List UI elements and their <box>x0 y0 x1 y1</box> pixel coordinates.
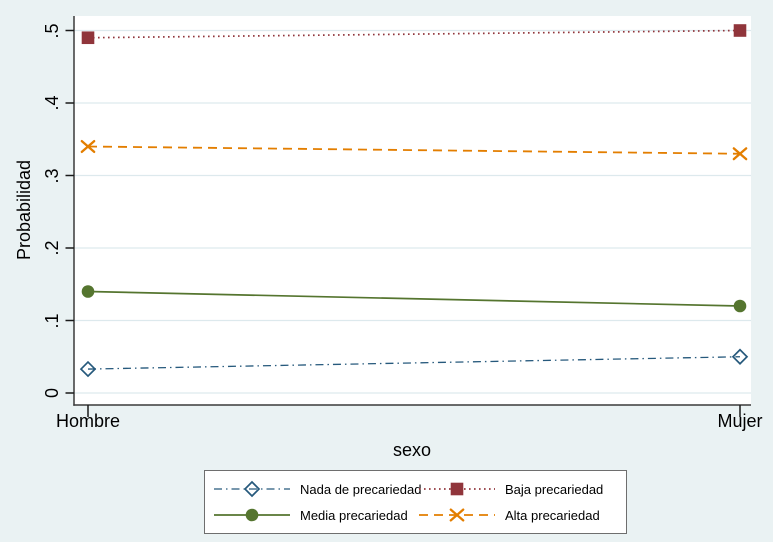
legend-item-baja: Baja precariedad <box>417 478 620 500</box>
x-marker-icon <box>80 139 96 154</box>
y-tick-label: .5 <box>42 22 62 39</box>
legend-sample-alta-line-icon <box>419 508 495 522</box>
series-media-precariedad <box>81 285 747 313</box>
y-tick-label: .2 <box>42 240 62 256</box>
y-tick-label: 0 <box>42 387 62 399</box>
series-line <box>87 290 741 307</box>
square-marker-icon <box>450 482 464 496</box>
legend-label: Nada de precariedad <box>300 481 422 497</box>
square-marker-icon <box>733 24 747 37</box>
legend-item-alta: Alta precariedad <box>417 504 620 526</box>
circle-marker-icon <box>81 285 95 298</box>
series-line <box>87 356 741 370</box>
legend-sample-nada-line-icon <box>214 480 290 498</box>
diamond-marker-icon <box>731 348 749 365</box>
y-tick-label: .4 <box>42 95 62 111</box>
legend-sample-media-line-icon <box>214 508 290 522</box>
series-nada-de-precariedad <box>79 348 749 378</box>
y-axis-title: Probabilidad <box>14 159 34 261</box>
legend-item-nada: Nada de precariedad <box>212 478 421 500</box>
y-tick-label: .3 <box>42 167 62 184</box>
y-tick-label: .1 <box>42 312 62 329</box>
plot-background <box>74 16 751 405</box>
legend-item-media: Media precariedad <box>212 504 415 526</box>
circle-marker-icon <box>733 299 747 313</box>
series-line <box>87 145 741 155</box>
x-tick-label: Hombre <box>55 411 121 431</box>
x-tick-label: Mujer <box>717 411 763 431</box>
diamond-marker-icon <box>243 480 261 498</box>
x-marker-icon <box>449 508 465 522</box>
legend-label: Baja precariedad <box>505 481 604 497</box>
legend-label: Alta precariedad <box>505 507 600 523</box>
series-baja-precariedad <box>81 24 747 45</box>
legend-box: Nada de precariedad Baja precariedad Med… <box>204 470 627 534</box>
x-marker-icon <box>732 147 748 161</box>
square-marker-icon <box>81 31 95 45</box>
series-alta-precariedad <box>80 139 748 161</box>
circle-marker-icon <box>245 508 259 522</box>
series-line <box>87 29 741 39</box>
legend-label: Media precariedad <box>300 507 408 523</box>
x-axis-title: sexo <box>392 440 432 460</box>
diamond-marker-icon <box>79 360 97 378</box>
legend-sample-baja-line-icon <box>419 482 495 496</box>
